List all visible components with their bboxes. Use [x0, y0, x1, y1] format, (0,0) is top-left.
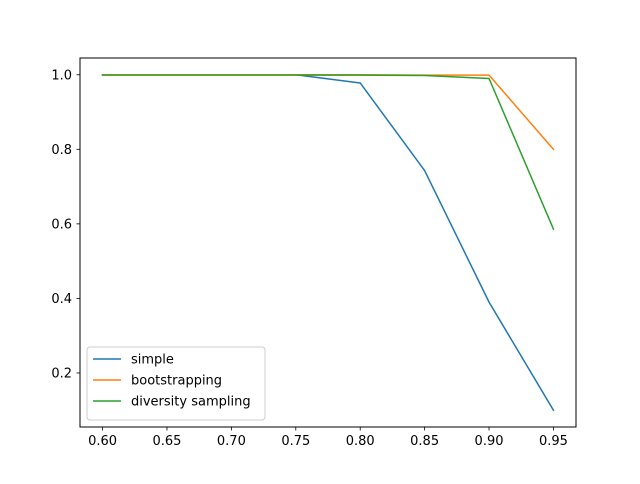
y-tick-label: 0.2	[51, 366, 72, 381]
series-line-2	[101, 74, 555, 231]
legend: simple bootstrapping diversity sampling	[86, 346, 266, 421]
axes-frame	[79, 57, 577, 428]
x-tick-label: 0.80	[346, 434, 375, 449]
legend-label: simple	[131, 353, 174, 368]
legend-label: diversity sampling	[131, 395, 251, 410]
y-tick-label: 0.4	[51, 292, 72, 307]
y-tick-label: 0.8	[51, 143, 72, 158]
x-tick-label: 0.60	[88, 434, 117, 449]
x-tick-label: 0.65	[152, 434, 181, 449]
legend-box	[86, 346, 266, 421]
x-tick-label: 0.85	[410, 434, 439, 449]
x-tick-label: 0.75	[281, 434, 310, 449]
y-tick-label: 1.0	[51, 68, 72, 83]
x-axis: 0.60 0.65 0.70 0.75 0.80 0.85 0.90 0.95	[88, 427, 568, 449]
x-tick-label: 0.70	[217, 434, 246, 449]
plot-lines	[101, 74, 555, 412]
x-tick-label: 0.90	[475, 434, 504, 449]
x-tick-label: 0.95	[539, 434, 568, 449]
y-tick-label: 0.6	[51, 217, 72, 232]
y-axis: 0.2 0.4 0.6 0.8 1.0	[51, 68, 80, 381]
legend-label: bootstrapping	[131, 374, 222, 389]
